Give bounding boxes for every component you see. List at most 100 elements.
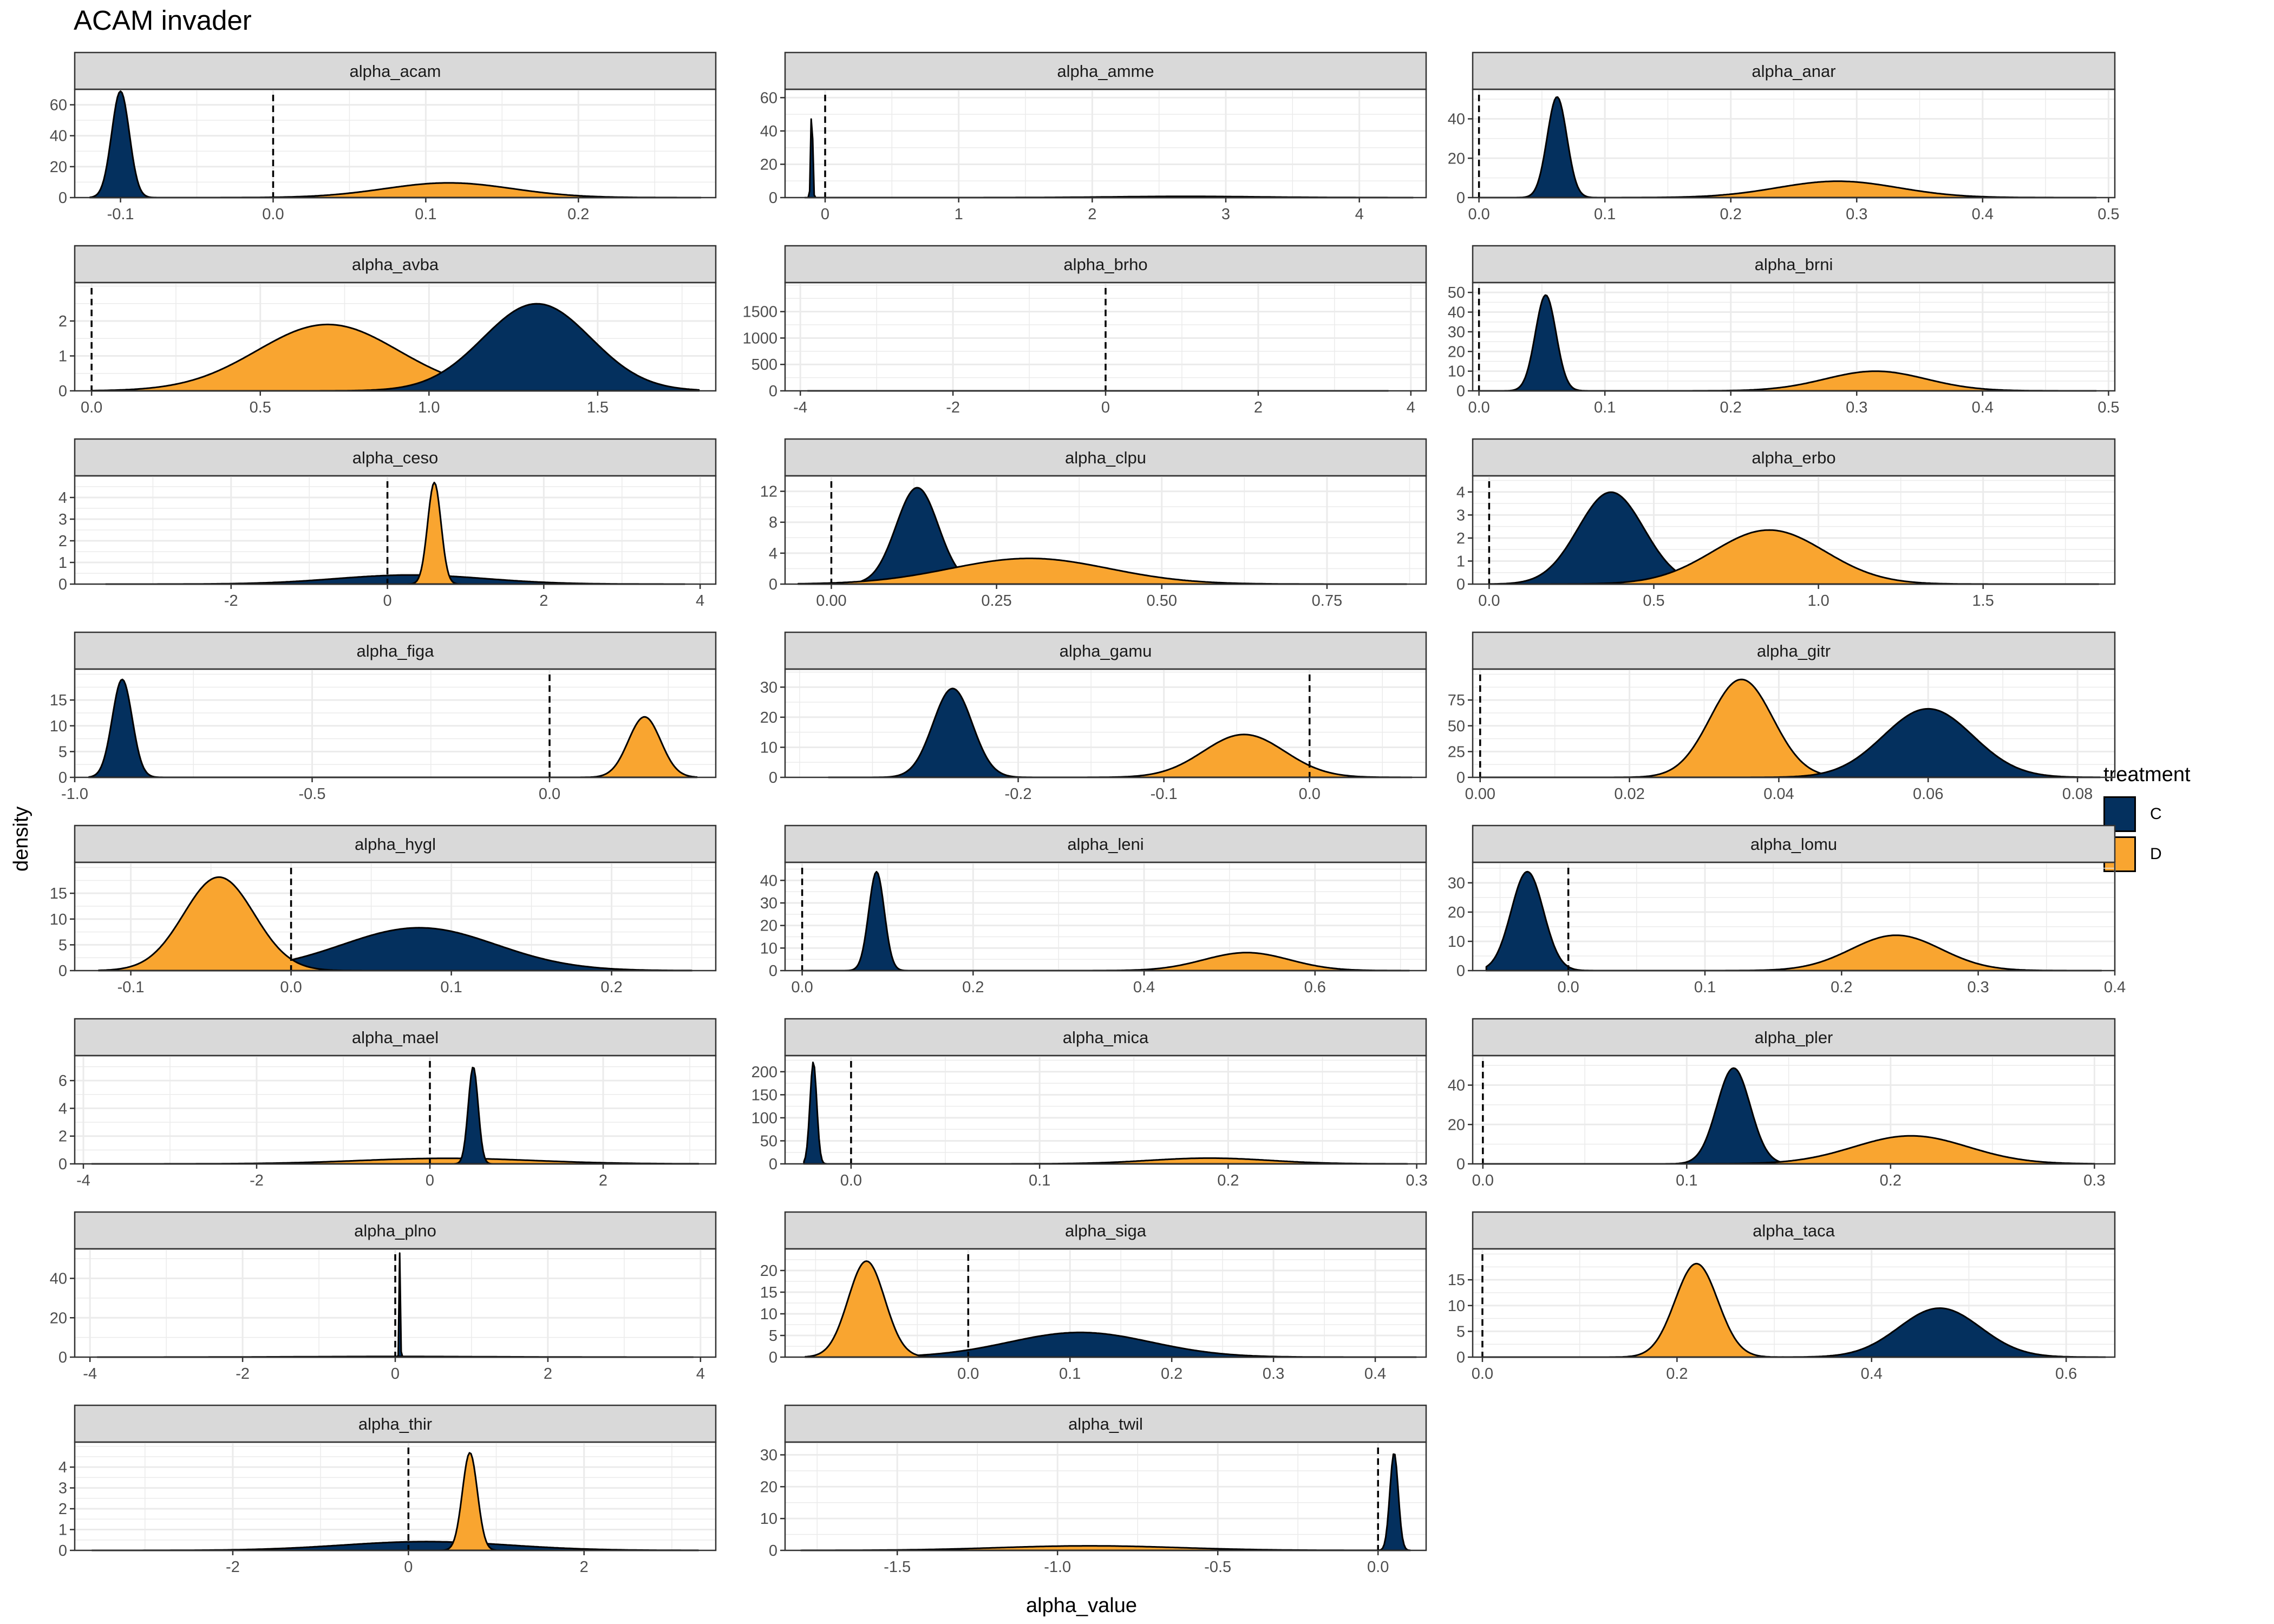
facet-alpha_leni: alpha_leni 0.0 0.2 0.4 0.6 0 10 20 30 40: [760, 824, 1427, 996]
y-tick-label: 0: [1456, 383, 1465, 400]
facet-alpha_avba: alpha_avba 0.0 0.5 1.0 1.5 0 1 2: [58, 245, 717, 416]
x-tick-label: 0.3: [1967, 979, 1989, 996]
panel-border: [784, 1055, 1427, 1165]
y-tick-label: 40: [760, 872, 777, 889]
facet-strip: [784, 1211, 1427, 1250]
y-tick-label: 10: [1448, 363, 1465, 381]
y-tick-label: 30: [760, 895, 777, 912]
x-tick-label: -2: [946, 399, 960, 416]
facet-alpha_acam: alpha_acam -0.1 0.0 0.1 0.2 0 20 40 60: [50, 51, 717, 223]
facet-alpha_anar: alpha_anar 0.0 0.1 0.2 0.3 0.4 0.5 0 20 40: [1448, 51, 2120, 223]
x-tick-label: 4: [696, 1365, 705, 1383]
panel-border: [1472, 1055, 2116, 1165]
facet-alpha_figa: alpha_figa -1.0 -0.5 0.0 0 5 10 15: [50, 631, 717, 803]
x-tick-label: -0.5: [1204, 1558, 1231, 1576]
panel-border: [74, 1055, 717, 1165]
facet-strip-label: alpha_mica: [1063, 1028, 1149, 1047]
facet-alpha_hygl: alpha_hygl -0.1 0.0 0.1 0.2 0 5 10 15: [50, 824, 717, 996]
y-tick-label: 40: [50, 128, 67, 145]
facet-strip: [74, 245, 717, 284]
facet-alpha_erbo: alpha_erbo 0.0 0.5 1.0 1.5 0 1 2 3 4: [1456, 438, 2116, 610]
x-tick-label: -4: [793, 399, 807, 416]
y-tick-label: 20: [1448, 343, 1465, 361]
y-tick-label: 25: [1448, 743, 1465, 761]
legend-label-c: C: [2150, 805, 2162, 823]
facet-alpha_thir: alpha_thir -2 0 2 0 1 2 3 4: [58, 1404, 717, 1576]
panel-border: [784, 861, 1427, 972]
facet-strip: [784, 1018, 1427, 1057]
y-tick-label: 30: [760, 1447, 777, 1464]
facet-strip: [1472, 51, 2116, 90]
y-tick-label: 10: [760, 1510, 777, 1528]
x-tick-label: 0.4: [1972, 206, 1994, 223]
y-tick-label: 5: [58, 937, 67, 954]
x-tick-label: 1: [955, 206, 963, 223]
x-tick-label: 4: [696, 592, 704, 610]
facet-strip: [784, 631, 1427, 670]
y-tick-label: 15: [760, 1284, 777, 1301]
facet-strip: [74, 631, 717, 670]
y-tick-label: 0: [58, 383, 67, 400]
x-tick-label: 0: [426, 1172, 434, 1189]
x-tick-label: -1.0: [1044, 1558, 1071, 1576]
legend-label-d: D: [2150, 845, 2162, 863]
y-tick-label: 20: [760, 709, 777, 726]
x-tick-label: 0: [821, 206, 829, 223]
facet-strip-label: alpha_figa: [356, 641, 434, 660]
panel-border: [1472, 475, 2116, 585]
x-tick-label: 0.1: [1594, 399, 1616, 416]
facet-strip-label: alpha_siga: [1065, 1221, 1147, 1240]
y-tick-label: 0: [58, 962, 67, 980]
y-tick-label: 10: [50, 718, 67, 735]
density-area-D: [89, 182, 702, 199]
x-tick-label: -0.1: [107, 206, 134, 223]
density-area-D: [803, 1157, 1408, 1165]
x-tick-label: 0.6: [1304, 979, 1326, 996]
x-tick-label: 0.25: [981, 592, 1011, 610]
x-tick-label: 2: [580, 1558, 589, 1576]
facet-strip: [74, 1211, 717, 1250]
facet-strip-label: alpha_clpu: [1065, 448, 1146, 467]
density-area-C: [803, 1062, 1408, 1165]
x-tick-label: 0.2: [1217, 1172, 1239, 1189]
facet-strip-label: alpha_anar: [1752, 62, 1835, 81]
x-tick-label: 0.0: [1468, 206, 1489, 223]
x-tick-label: 0: [1101, 399, 1110, 416]
facet-alpha_lomu: alpha_lomu 0.0 0.1 0.2 0.3 0.4 0 10 20 30: [1448, 824, 2126, 996]
density-area-C: [91, 1066, 700, 1165]
x-tick-label: 0.4: [1972, 399, 1994, 416]
x-tick-label: 0.02: [1614, 785, 1644, 803]
x-tick-label: 0.00: [816, 592, 846, 610]
y-tick-label: 4: [769, 545, 777, 562]
y-tick-label: 0: [1456, 576, 1465, 593]
panel-border: [74, 281, 717, 392]
legend: treatment C D: [2103, 763, 2191, 874]
x-tick-label: 0.1: [1029, 1172, 1050, 1189]
x-tick-label: -1.0: [61, 785, 88, 803]
y-tick-label: 1: [1456, 553, 1465, 570]
y-tick-label: 0: [58, 769, 67, 787]
y-tick-label: 8: [769, 514, 777, 532]
density-area-C: [88, 678, 698, 778]
facet-strip-label: alpha_erbo: [1752, 448, 1835, 467]
y-tick-label: 30: [1448, 875, 1465, 892]
y-tick-label: 20: [760, 1262, 777, 1280]
y-tick-label: 0: [769, 769, 777, 787]
y-tick-label: 50: [1448, 718, 1465, 735]
y-tick-label: 0: [769, 1349, 777, 1366]
x-tick-label: 0.75: [1312, 592, 1342, 610]
x-tick-label: 0.2: [1666, 1365, 1688, 1383]
x-tick-label: 0.50: [1147, 592, 1177, 610]
y-tick-label: 0: [769, 1156, 777, 1173]
facet-strip: [1472, 1018, 2116, 1057]
x-tick-label: 0.1: [415, 206, 436, 223]
y-tick-label: 0: [769, 383, 777, 400]
y-tick-label: 0: [58, 576, 67, 593]
y-tick-label: 200: [752, 1064, 777, 1081]
facet-alpha_twil: alpha_twil -1.5 -1.0 -0.5 0.0 0 10 20 30: [760, 1404, 1427, 1576]
y-tick-label: 20: [50, 159, 67, 176]
panel-border: [784, 475, 1427, 585]
x-tick-label: 0.1: [1676, 1172, 1697, 1189]
facet-strip: [784, 245, 1427, 284]
x-axis-label: alpha_value: [1026, 1594, 1137, 1617]
